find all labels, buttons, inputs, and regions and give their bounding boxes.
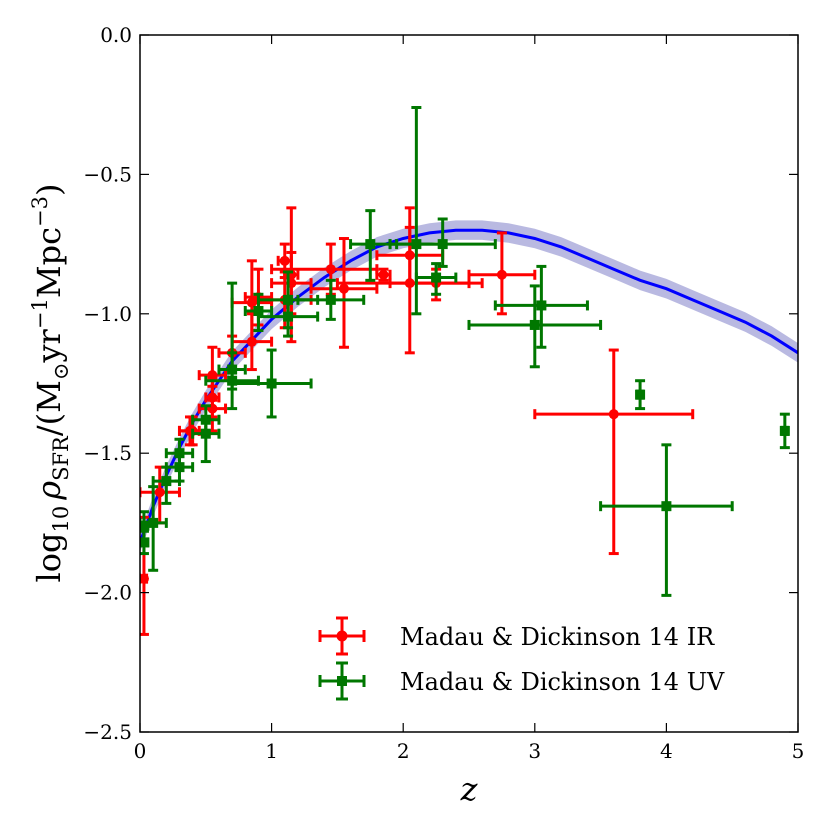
marker-square <box>635 389 646 400</box>
marker-square <box>266 378 277 389</box>
marker-square <box>253 306 264 317</box>
marker-square <box>325 294 336 305</box>
data-point-uv-5 <box>164 437 195 469</box>
x-tick-label: 3 <box>528 739 541 763</box>
x-tick-label: 5 <box>792 739 805 763</box>
data-point-uv-14 <box>296 278 366 321</box>
marker-square <box>174 448 185 459</box>
legend-ir-label: Madau & Dickinson 14 IR <box>400 623 715 651</box>
data-point-uv-18 <box>388 217 497 268</box>
marker-square <box>431 272 442 283</box>
x-axis-label: z <box>460 770 479 808</box>
x-tick-label: 1 <box>265 739 278 763</box>
marker-square <box>536 300 547 311</box>
data-point-uv-19 <box>467 284 603 369</box>
y-tick-label: −2.5 <box>83 720 132 744</box>
y-label-log-sub: 10 <box>49 506 73 533</box>
y-tick-label: −1.5 <box>83 441 132 465</box>
marker-square <box>161 476 172 487</box>
data-point-uv-1 <box>140 529 150 556</box>
marker-circle <box>496 269 507 280</box>
legend-uv-label: Madau & Dickinson 14 UV <box>400 668 725 696</box>
y-tick-label: −0.5 <box>83 162 132 186</box>
marker-square <box>227 364 238 375</box>
marker-square <box>140 520 149 531</box>
y-label-mpc: Mpc <box>30 227 68 298</box>
marker-square <box>529 319 540 330</box>
data-point-uv-23 <box>779 412 790 450</box>
data-point-uv-17 <box>414 262 458 296</box>
data-point-uv-21 <box>635 379 646 411</box>
y-label-yr: yr <box>30 328 68 363</box>
y-tick-label: −2.0 <box>83 581 132 605</box>
data-point-uv-7 <box>191 404 221 436</box>
data-point-uv-20 <box>493 264 589 349</box>
data-point-uv-22 <box>599 443 734 597</box>
data-point-ir-1 <box>140 465 181 525</box>
marker-circle <box>279 255 290 266</box>
data-point-ir-13 <box>283 206 300 344</box>
y-label-unit-close: ) <box>30 184 68 196</box>
y-tick-label: −1.0 <box>83 302 132 326</box>
marker-circle <box>378 269 389 280</box>
marker-circle <box>608 409 619 420</box>
data-point-ir-21 <box>467 231 537 316</box>
y-axis-label: log10 ρSFR/(M⊙yr−1Mpc−3) <box>28 184 73 583</box>
x-tick-label: 0 <box>134 739 147 763</box>
series-uv <box>140 105 790 597</box>
plot-frame <box>139 34 799 733</box>
y-label-rho: ρ <box>30 481 68 501</box>
marker-square <box>365 239 376 250</box>
data-point-ir-16 <box>309 237 379 349</box>
data-point-uv-11 <box>230 348 313 419</box>
marker-square <box>200 414 211 425</box>
data-point-uv-9 <box>217 281 247 391</box>
y-tick-label: 0.0 <box>100 23 132 47</box>
legend: Madau & Dickinson 14 IR Madau & Dickinso… <box>318 616 725 701</box>
marker-square <box>148 517 159 528</box>
marker-circle <box>338 283 349 294</box>
data-point-ir-17 <box>375 267 392 282</box>
marker-circle <box>246 297 257 308</box>
x-tick-label: 2 <box>397 739 410 763</box>
plot-area <box>140 105 798 636</box>
y-label-mpc-exp: −3 <box>28 196 52 227</box>
axis-ticks: 0 1 2 3 4 5 −2.5 −2.0 −1.5 −1.0 −0.5 0.0 <box>83 23 804 763</box>
legend-uv-marker <box>318 661 366 701</box>
marker-circle <box>154 487 165 498</box>
y-label-log: log <box>30 532 68 582</box>
marker-square <box>283 294 294 305</box>
marker-circle <box>140 573 149 584</box>
marker-circle <box>207 392 218 403</box>
data-point-ir-22 <box>533 348 695 556</box>
data-point-uv-15 <box>349 209 399 282</box>
y-label-yr-exp: −1 <box>28 298 52 329</box>
marker-square <box>779 425 790 436</box>
y-label-unit-open: /(M <box>30 380 68 436</box>
legend-ir-marker <box>318 616 366 656</box>
marker-circle <box>325 264 336 275</box>
y-label-rho-sub: SFR <box>49 435 73 481</box>
data-point-ir-6 <box>204 376 221 419</box>
marker-square <box>437 239 448 250</box>
y-label-sun: ⊙ <box>49 363 73 381</box>
x-tick-label: 4 <box>660 739 673 763</box>
data-point-uv-2 <box>140 485 168 572</box>
marker-square <box>661 501 672 512</box>
marker-square <box>140 537 149 548</box>
